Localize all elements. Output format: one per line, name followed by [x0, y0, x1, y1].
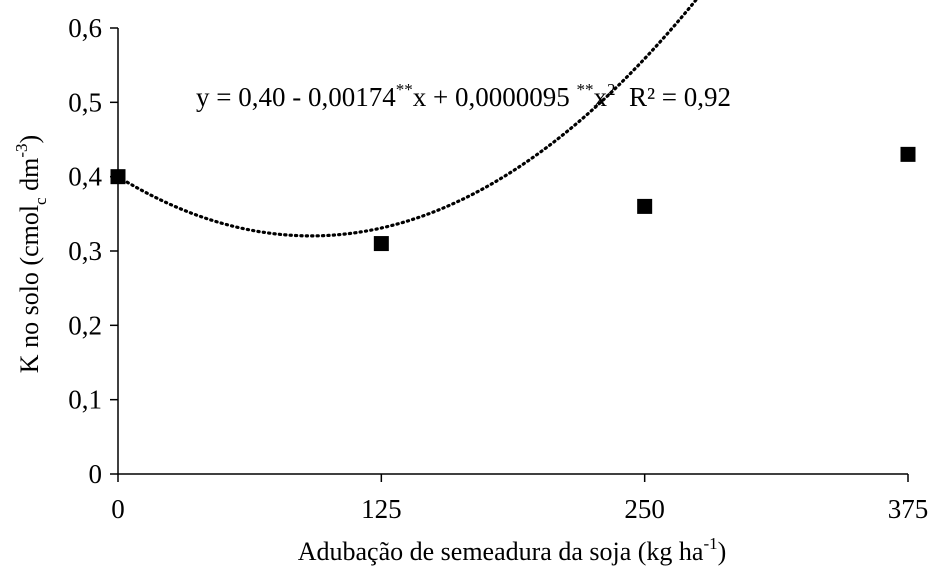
data-points [110, 146, 916, 252]
y-tick-label: 0,5 [68, 87, 102, 117]
data-point [110, 169, 126, 185]
y-tick-label: 0,1 [68, 385, 102, 415]
regression-equation: y = 0,40 - 0,00174**x + 0,0000095 **x2 R… [196, 80, 731, 112]
x-axis-ticks: 0 125 250 375 [111, 474, 928, 524]
y-tick-label: 0 [89, 459, 103, 489]
y-axis-ticks: 0 0,1 0,2 0,3 0,4 0,5 0,6 [68, 13, 118, 489]
y-axis-title: K no solo (cmolc dm-3) [12, 135, 50, 373]
trendline [116, 0, 699, 238]
y-tick-label: 0,2 [68, 310, 102, 340]
x-tick-label: 125 [361, 494, 402, 524]
y-tick-label: 0,3 [68, 236, 102, 266]
data-point [373, 236, 389, 252]
data-point [637, 198, 653, 214]
x-tick-label: 250 [624, 494, 665, 524]
x-tick-label: 0 [111, 494, 125, 524]
y-tick-label: 0,6 [68, 13, 102, 43]
x-axis-title: Adubação de semeadura da soja (kg ha-1) [298, 534, 727, 566]
y-tick-label: 0,4 [68, 162, 102, 192]
data-point [900, 146, 916, 162]
trendline-path [116, 0, 699, 238]
x-tick-label: 375 [888, 494, 929, 524]
